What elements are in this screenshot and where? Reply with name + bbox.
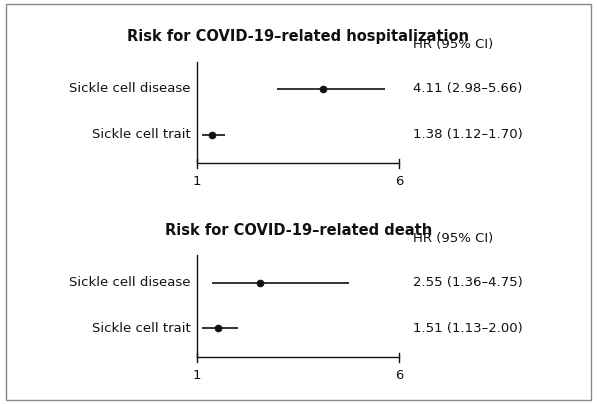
Text: 1: 1 [193, 175, 201, 188]
Text: Risk for COVID-19–related hospitalization: Risk for COVID-19–related hospitalizatio… [127, 29, 469, 44]
Text: Sickle cell disease: Sickle cell disease [69, 276, 190, 289]
Text: 1.51 (1.13–2.00): 1.51 (1.13–2.00) [413, 322, 523, 335]
Text: Sickle cell disease: Sickle cell disease [69, 82, 190, 95]
Text: 4.11 (2.98–5.66): 4.11 (2.98–5.66) [413, 82, 523, 95]
Text: 6: 6 [395, 175, 404, 188]
Text: Risk for COVID-19–related death: Risk for COVID-19–related death [165, 223, 432, 238]
Text: 2.55 (1.36–4.75): 2.55 (1.36–4.75) [413, 276, 523, 289]
Text: 1.38 (1.12–1.70): 1.38 (1.12–1.70) [413, 128, 523, 141]
Text: HR (95% CI): HR (95% CI) [413, 38, 494, 51]
Text: 6: 6 [395, 369, 404, 382]
Text: Sickle cell trait: Sickle cell trait [92, 128, 190, 141]
Text: HR (95% CI): HR (95% CI) [413, 232, 494, 245]
Text: 1: 1 [193, 369, 201, 382]
Text: Sickle cell trait: Sickle cell trait [92, 322, 190, 335]
